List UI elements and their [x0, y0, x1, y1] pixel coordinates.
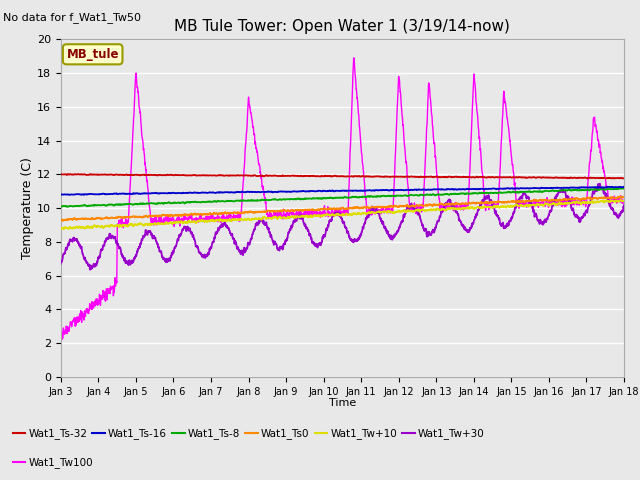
X-axis label: Time: Time	[329, 398, 356, 408]
Y-axis label: Temperature (C): Temperature (C)	[21, 157, 34, 259]
Title: MB Tule Tower: Open Water 1 (3/19/14-now): MB Tule Tower: Open Water 1 (3/19/14-now…	[175, 19, 510, 34]
Text: MB_tule: MB_tule	[67, 48, 119, 61]
Text: No data for f_Wat1_Tw50: No data for f_Wat1_Tw50	[3, 12, 141, 23]
Legend: Wat1_Ts-32, Wat1_Ts-16, Wat1_Ts-8, Wat1_Ts0, Wat1_Tw+10, Wat1_Tw+30: Wat1_Ts-32, Wat1_Ts-16, Wat1_Ts-8, Wat1_…	[8, 424, 489, 444]
Legend: Wat1_Tw100: Wat1_Tw100	[8, 453, 97, 472]
